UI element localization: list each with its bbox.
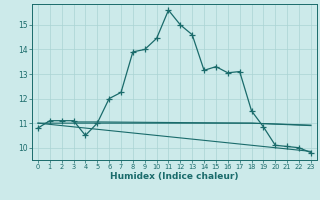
X-axis label: Humidex (Indice chaleur): Humidex (Indice chaleur) [110,172,239,181]
